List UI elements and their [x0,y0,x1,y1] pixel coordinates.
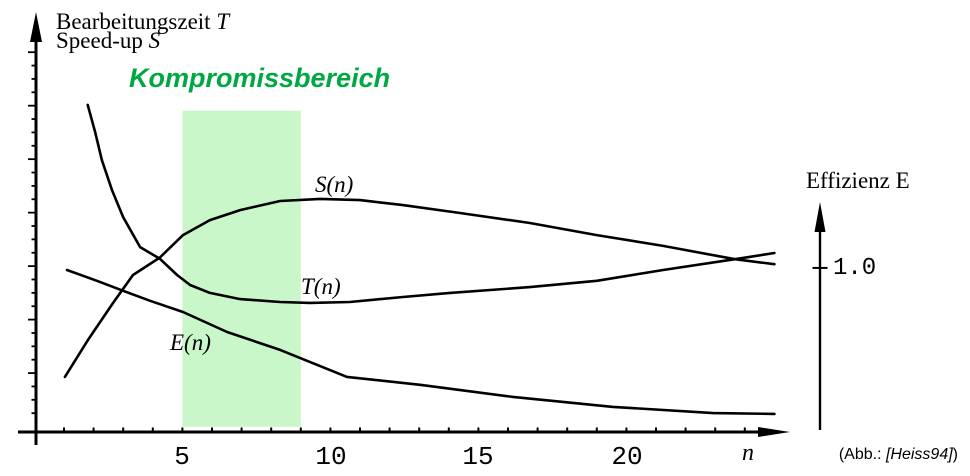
t-curve [86,103,776,305]
x-tick-label-15: 15 [462,442,494,472]
x-axis-variable-label: n [742,440,754,466]
x-tick-label-5: 5 [174,442,190,472]
t-curve-label: T(n) [301,274,341,299]
efficiency-tick-label: 1.0 [833,255,877,282]
y-axis-title-line2-text: Speed-up [56,28,143,53]
figure-attribution: (Abb.: [Heiss94]) [839,446,958,464]
efficiency-axis-arrowhead [814,202,826,232]
x-tick-label-10: 10 [315,442,347,472]
s-curve-label: S(n) [315,172,354,197]
y-axis-ticks [28,51,36,415]
attribution-suffix: ) [952,446,958,463]
attribution-reference: [Heiss94] [885,446,953,463]
y-axis-arrowhead [30,12,42,42]
region-label: Kompromissbereich [129,63,391,93]
y-axis-title-line2: Speed-up S [56,28,160,54]
x-tick-label-20: 20 [611,442,643,472]
attribution-prefix: (Abb.: [838,446,882,463]
e-curve [65,268,776,416]
y-axis-title-line1: Bearbeitungszeit T [56,9,229,35]
y-axis-title-line1-text: Bearbeitungszeit [56,9,211,34]
s-curve [63,197,776,379]
x-axis-arrowhead [758,427,790,437]
e-curve-label: E(n) [170,330,211,355]
efficiency-axis-title: Effizienz E [806,168,910,193]
x-axis-ticks [63,427,746,433]
y-axis-title-line1-symbol: T [216,9,230,34]
y-axis-title-line2-symbol: S [148,28,161,53]
compromise-region [182,110,301,427]
